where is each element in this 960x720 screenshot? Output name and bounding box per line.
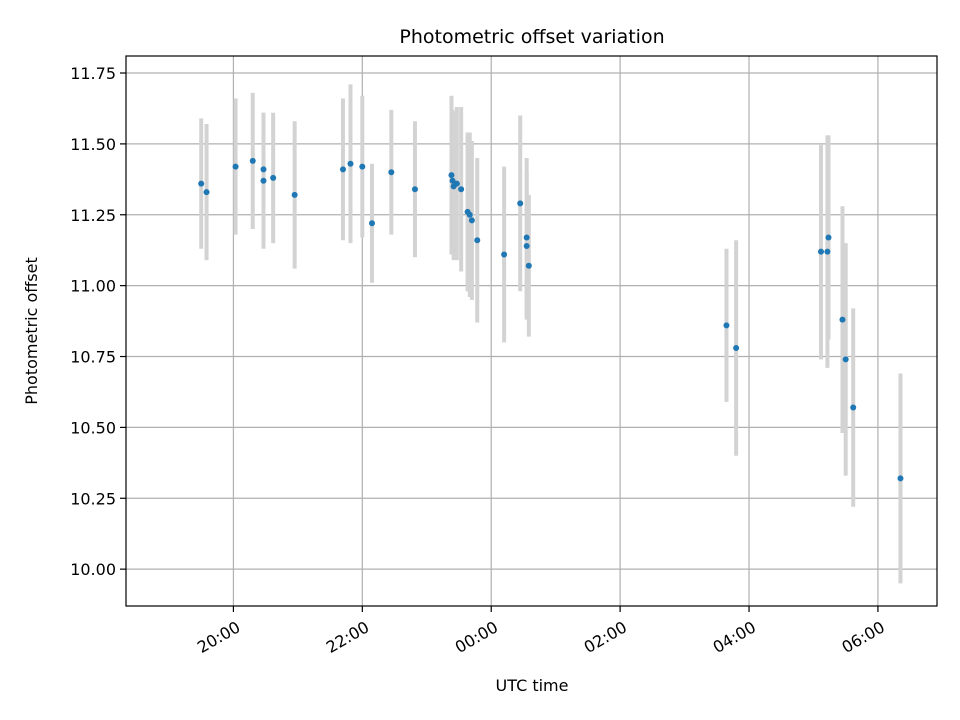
y-tick-label: 10.50 (70, 418, 116, 437)
data-point (825, 234, 832, 241)
data-point (517, 200, 524, 207)
data-point (368, 220, 375, 227)
data-point (270, 174, 277, 181)
data-point (525, 262, 532, 269)
data-points (198, 157, 904, 482)
data-point (359, 163, 366, 170)
data-point (474, 237, 481, 244)
data-point (448, 172, 455, 179)
y-tick-label: 11.00 (70, 277, 116, 296)
data-point (817, 248, 824, 255)
grid-lines (126, 56, 937, 606)
data-point (850, 404, 857, 411)
data-point (839, 316, 846, 323)
data-point (501, 251, 508, 258)
data-point (449, 177, 456, 184)
data-point (453, 180, 460, 187)
data-point (458, 186, 465, 193)
y-axis-label: Photometric offset (22, 257, 41, 405)
y-tick-label: 10.25 (70, 489, 116, 508)
y-tick-label: 11.25 (70, 206, 116, 225)
y-tick-label: 10.00 (70, 560, 116, 579)
data-point (523, 242, 530, 249)
data-point (523, 234, 530, 241)
plot-frame (125, 55, 938, 607)
data-point (232, 163, 239, 170)
y-tick-label: 10.75 (70, 348, 116, 367)
data-point (203, 189, 210, 196)
data-point (347, 160, 354, 167)
data-point (411, 186, 418, 193)
data-point (468, 217, 475, 224)
data-point (723, 322, 730, 329)
chart-title: Photometric offset variation (399, 26, 664, 48)
data-point (291, 191, 298, 198)
data-point (466, 211, 473, 218)
data-point (249, 157, 256, 164)
data-point (339, 166, 346, 173)
data-point (824, 248, 831, 255)
data-point (733, 345, 740, 352)
y-tick-label: 11.75 (70, 64, 116, 83)
y-axis-ticks: 10.00 10.25 10.50 10.75 11.00 11.25 11.50 11.75 (70, 64, 126, 579)
data-point (388, 169, 395, 176)
data-point (260, 166, 267, 173)
data-point (897, 475, 904, 482)
x-axis-label: UTC time (496, 676, 569, 695)
y-tick-label: 11.50 (70, 135, 116, 154)
data-point (260, 177, 267, 184)
data-point (198, 180, 205, 187)
data-point (842, 356, 849, 363)
